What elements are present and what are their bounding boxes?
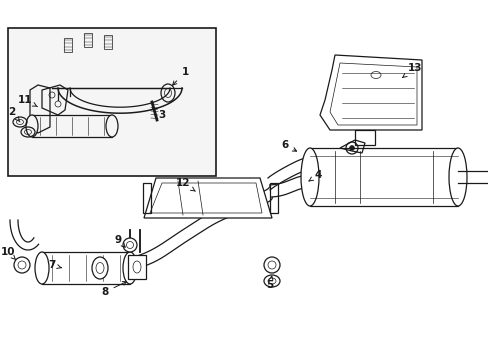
Text: 8: 8 <box>101 282 126 297</box>
Bar <box>142 183 151 213</box>
Ellipse shape <box>35 252 49 284</box>
Bar <box>64 38 72 52</box>
Ellipse shape <box>92 257 108 279</box>
Text: 6: 6 <box>281 140 296 151</box>
Text: 13: 13 <box>402 63 421 77</box>
Ellipse shape <box>106 115 118 137</box>
Bar <box>104 35 112 49</box>
Bar <box>84 33 92 47</box>
Text: 1: 1 <box>172 67 188 85</box>
Ellipse shape <box>14 257 30 273</box>
Bar <box>32 115 112 137</box>
Polygon shape <box>319 55 421 130</box>
Text: 2: 2 <box>8 107 20 122</box>
Text: 3: 3 <box>153 109 165 120</box>
Text: 7: 7 <box>48 260 61 270</box>
Text: 11: 11 <box>18 95 38 107</box>
Ellipse shape <box>264 257 280 273</box>
Polygon shape <box>143 178 271 218</box>
Circle shape <box>349 145 354 150</box>
Bar <box>128 255 146 279</box>
Bar <box>8 28 216 176</box>
Text: 5: 5 <box>266 276 273 290</box>
Text: 4: 4 <box>308 170 321 181</box>
Ellipse shape <box>26 115 38 137</box>
Ellipse shape <box>264 275 280 287</box>
Bar <box>269 183 278 213</box>
Ellipse shape <box>123 252 137 284</box>
Bar <box>309 148 457 206</box>
Ellipse shape <box>123 238 137 252</box>
Text: 9: 9 <box>114 235 125 247</box>
Ellipse shape <box>301 148 318 206</box>
Ellipse shape <box>448 148 466 206</box>
Text: 10: 10 <box>1 247 16 260</box>
Text: 12: 12 <box>175 178 195 191</box>
Bar <box>42 252 130 284</box>
